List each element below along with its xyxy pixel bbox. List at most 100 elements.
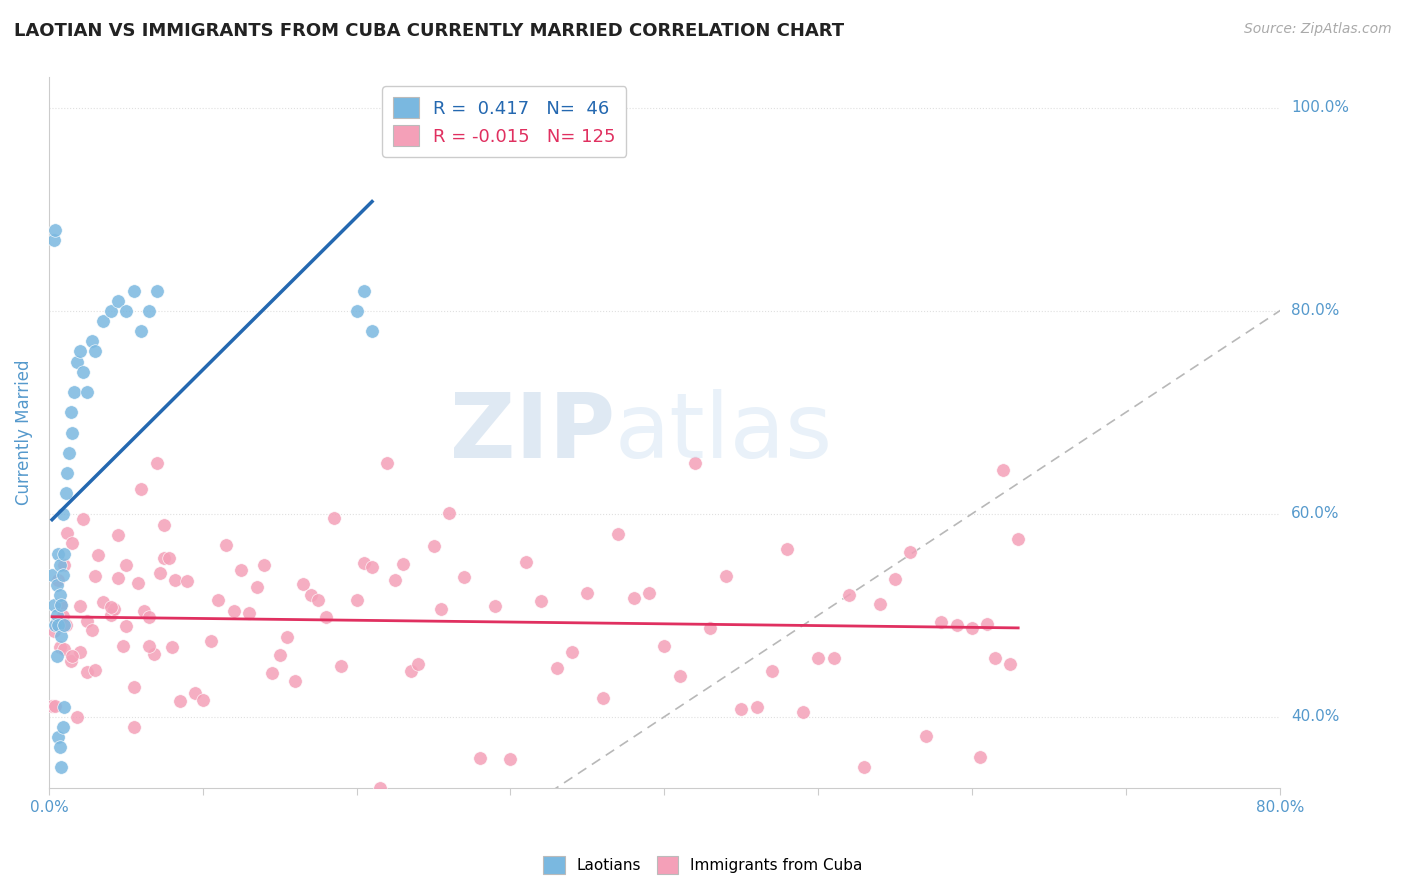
Point: [592, 690, 614, 705]
Point: [115, 558, 138, 572]
Point: [45, 608, 67, 623]
Point: [46, 574, 69, 588]
Point: [52, 609, 75, 624]
Point: [48, 640, 70, 654]
Point: [103, 602, 125, 616]
Point: [45, 614, 67, 628]
Point: [165, 573, 187, 587]
Point: [127, 575, 149, 590]
Point: [991, 463, 1014, 477]
Point: [51, 598, 73, 612]
Point: [53, 618, 76, 632]
Point: [499, 751, 522, 765]
Point: [46, 730, 69, 744]
Legend: Laotians, Immigrants from Cuba: Laotians, Immigrants from Cuba: [537, 850, 869, 880]
Point: [145, 284, 167, 298]
Point: [41, 698, 63, 713]
Point: [122, 680, 145, 694]
Point: [792, 705, 814, 719]
Point: [776, 542, 799, 557]
Point: [945, 618, 967, 632]
Point: [745, 700, 768, 714]
Point: [160, 640, 183, 655]
Point: [46, 618, 69, 632]
Point: [322, 511, 344, 525]
Point: [231, 563, 253, 577]
Point: [1007, 532, 1029, 546]
Point: [346, 303, 368, 318]
Point: [699, 622, 721, 636]
Point: [56, 466, 79, 480]
Text: Source: ZipAtlas.com: Source: ZipAtlas.com: [1244, 22, 1392, 37]
Point: [915, 729, 938, 743]
Point: [315, 610, 337, 624]
Point: [48, 558, 70, 572]
Point: [960, 621, 983, 635]
Point: [51, 599, 73, 613]
Point: [52, 507, 75, 521]
Point: [153, 517, 176, 532]
Point: [48, 588, 70, 602]
Point: [44, 618, 66, 632]
Point: [361, 324, 384, 338]
Point: [668, 669, 690, 683]
Point: [169, 694, 191, 708]
Point: [399, 665, 422, 679]
Point: [900, 545, 922, 559]
Point: [145, 456, 167, 470]
Point: [607, 527, 630, 541]
Point: [56, 525, 79, 540]
Point: [353, 284, 375, 298]
Point: [80, 334, 103, 349]
Point: [58, 446, 80, 460]
Point: [44, 222, 66, 236]
Point: [368, 780, 391, 795]
Point: [515, 555, 537, 569]
Point: [100, 303, 122, 318]
Point: [107, 528, 129, 542]
Point: [149, 566, 172, 580]
Point: [437, 506, 460, 520]
Point: [115, 303, 138, 318]
Point: [53, 642, 76, 657]
Point: [530, 594, 553, 608]
Point: [72, 511, 94, 525]
Point: [484, 599, 506, 614]
Point: [207, 593, 229, 607]
Point: [838, 588, 860, 602]
Legend: R =  0.417   N=  46, R = -0.015   N= 125: R = 0.417 N= 46, R = -0.015 N= 125: [382, 87, 626, 157]
Point: [134, 604, 156, 618]
Point: [66, 710, 89, 724]
Point: [91, 594, 114, 608]
Point: [129, 324, 152, 338]
Point: [60, 535, 83, 549]
Point: [42, 624, 65, 638]
Point: [69, 599, 91, 613]
Point: [59, 405, 82, 419]
Point: [53, 558, 76, 573]
Point: [269, 648, 291, 662]
Point: [153, 551, 176, 566]
Point: [377, 456, 399, 470]
Point: [284, 674, 307, 689]
Point: [823, 650, 845, 665]
Point: [62, 384, 84, 399]
Point: [222, 604, 245, 618]
Point: [353, 556, 375, 570]
Point: [51, 628, 73, 642]
Point: [52, 720, 75, 734]
Point: [122, 720, 145, 734]
Point: [260, 665, 283, 680]
Point: [48, 740, 70, 755]
Point: [638, 585, 661, 599]
Point: [138, 303, 160, 318]
Text: 80.0%: 80.0%: [1291, 303, 1339, 318]
Point: [84, 569, 107, 583]
Point: [96, 814, 118, 828]
Point: [307, 592, 329, 607]
Y-axis label: Currently Married: Currently Married: [15, 359, 32, 506]
Point: [430, 601, 453, 615]
Point: [59, 654, 82, 668]
Point: [884, 572, 907, 586]
Point: [100, 600, 122, 615]
